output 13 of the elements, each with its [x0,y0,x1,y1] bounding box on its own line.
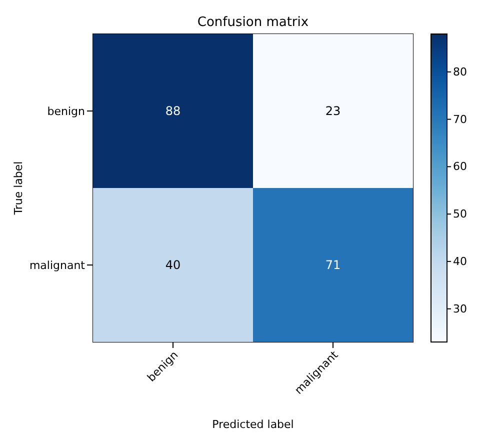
x-axis-title: Predicted label [212,418,294,431]
y-axis-title: True label [12,161,25,216]
color-bar-label: 80 [453,65,467,78]
color-bar-label: 70 [453,112,467,126]
data-label: 71 [325,258,341,272]
data-label: 40 [165,258,181,272]
chart-title: Confusion matrix [197,15,309,30]
data-label: 88 [165,104,181,118]
color-bar-label: 60 [453,160,467,174]
color-bar-label: 50 [453,208,467,221]
color-bar-label: 40 [453,254,467,268]
color-bar-label: 30 [453,302,467,316]
data-label: 23 [325,104,341,118]
